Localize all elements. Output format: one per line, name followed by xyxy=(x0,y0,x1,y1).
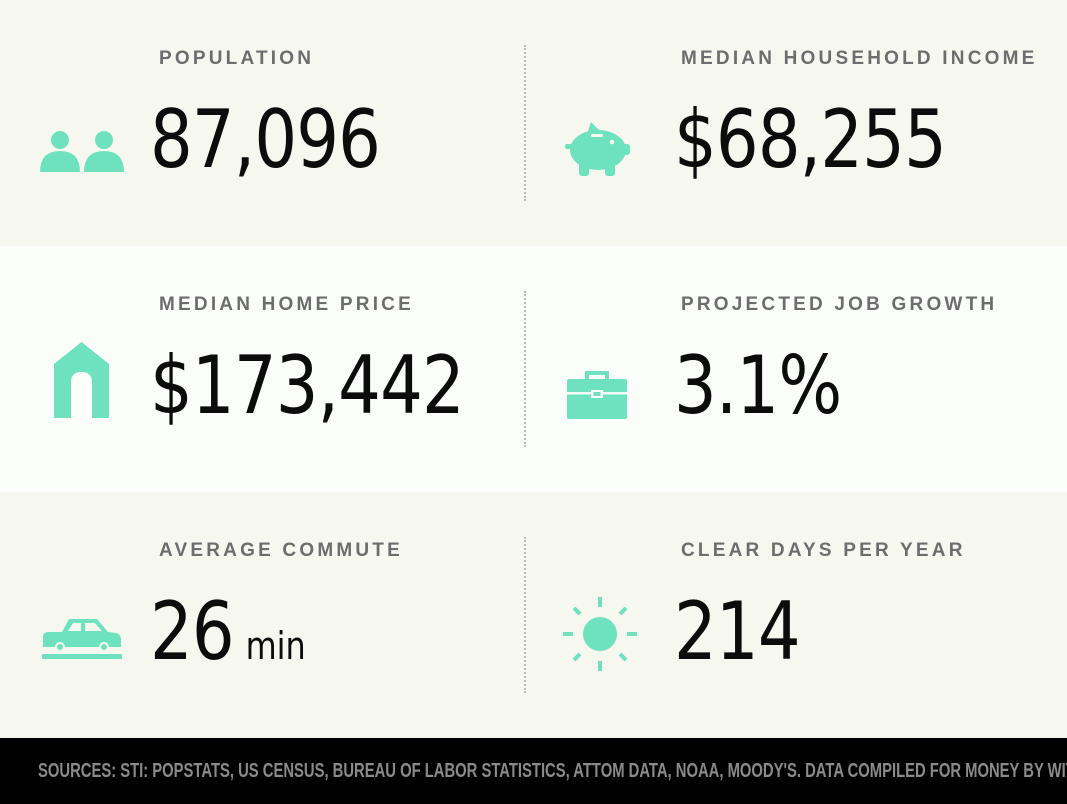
stat-label: AVERAGE COMMUTE xyxy=(159,540,403,561)
stats-row-3: AVERAGE COMMUTE 26 min CLEAR DAYS PER YEA… xyxy=(0,492,1067,738)
stat-number: 26 xyxy=(150,585,235,678)
piggy-bank-icon xyxy=(565,120,631,178)
stat-clear-days-per-year: CLEAR DAYS PER YEAR 214 xyxy=(527,492,1067,738)
column-divider xyxy=(524,291,526,447)
stat-label: MEDIAN HOUSEHOLD INCOME xyxy=(681,48,1038,69)
stat-value: 87,096 xyxy=(150,93,381,186)
people-icon xyxy=(40,130,124,172)
stat-average-commute: AVERAGE COMMUTE 26 min xyxy=(0,492,524,738)
stat-label: POPULATION xyxy=(159,48,315,69)
stat-label: PROJECTED JOB GROWTH xyxy=(681,294,998,315)
stat-value: 3.1% xyxy=(674,339,842,432)
stat-label: MEDIAN HOME PRICE xyxy=(159,294,414,315)
column-divider xyxy=(524,537,526,693)
stat-projected-job-growth: PROJECTED JOB GROWTH 3.1% xyxy=(527,246,1067,492)
stats-row-1: POPULATION 87,096 MEDIAN HOUSEHOLD INCOM… xyxy=(0,0,1067,246)
briefcase-icon xyxy=(567,371,627,419)
stat-value: $173,442 xyxy=(150,339,465,432)
car-icon xyxy=(42,616,122,660)
stats-row-2: MEDIAN HOME PRICE $173,442 PROJECTED JOB… xyxy=(0,246,1067,492)
column-divider xyxy=(524,45,526,201)
sources-footer: SOURCES: STI: POPSTATS, US CENSUS, BUREA… xyxy=(0,738,1067,804)
stat-value: $68,255 xyxy=(674,93,947,186)
stat-population: POPULATION 87,096 xyxy=(0,0,524,246)
sun-icon xyxy=(562,596,638,672)
stat-value: 214 xyxy=(674,585,801,678)
stat-median-household-income: MEDIAN HOUSEHOLD INCOME $68,255 xyxy=(527,0,1067,246)
sources-text: SOURCES: STI: POPSTATS, US CENSUS, BUREA… xyxy=(38,760,1067,782)
stat-label: CLEAR DAYS PER YEAR xyxy=(681,540,966,561)
stat-median-home-price: MEDIAN HOME PRICE $173,442 xyxy=(0,246,524,492)
stat-unit: min xyxy=(245,624,306,668)
stat-value: 26 min xyxy=(150,582,306,682)
house-icon xyxy=(54,342,109,418)
